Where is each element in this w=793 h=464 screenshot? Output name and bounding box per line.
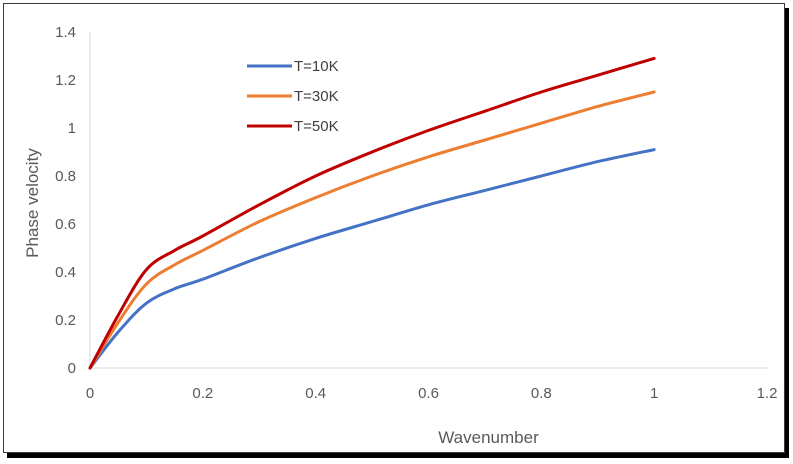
y-tick-label: 0.2 xyxy=(55,312,76,329)
series-line-t-10k xyxy=(88,148,656,370)
legend-label-t-30k: T=30K xyxy=(294,88,339,105)
y-tick-label: 1.4 xyxy=(55,24,76,41)
y-tick-label: 0 xyxy=(68,360,76,377)
y-tick-label: 0.8 xyxy=(55,168,76,185)
series-line-t-50k xyxy=(88,56,656,370)
chart-frame xyxy=(3,3,785,453)
legend-label-t-50k: T=50K xyxy=(294,118,339,135)
tick-labels: 0 0.2 0.4 0.6 0.8 1 1.2 0 0.2 0.4 0.6 0.8 1 1.2 1.4 xyxy=(55,24,777,402)
axes xyxy=(89,32,767,369)
x-tick-label: 0.2 xyxy=(192,385,213,402)
legend: T=10K T=30K T=50K xyxy=(247,58,339,135)
series-line-t-30k xyxy=(88,90,656,370)
x-tick-label: 0.6 xyxy=(418,385,439,402)
x-tick-label: 0.8 xyxy=(531,385,552,402)
y-tick-label: 0.6 xyxy=(55,216,76,233)
x-axis-title: Wavenumber xyxy=(438,428,539,447)
y-tick-label: 0.4 xyxy=(55,264,76,281)
x-tick-label: 1.2 xyxy=(757,385,778,402)
x-tick-label: 1 xyxy=(650,385,658,402)
y-tick-label: 1.2 xyxy=(55,72,76,89)
series-lines xyxy=(88,56,656,370)
y-tick-label: 1 xyxy=(68,120,76,137)
legend-label-t-10k: T=10K xyxy=(294,58,339,75)
x-tick-label: 0 xyxy=(86,385,94,402)
x-tick-label: 0.4 xyxy=(305,385,326,402)
y-axis-title: Phase velocity xyxy=(23,148,42,258)
